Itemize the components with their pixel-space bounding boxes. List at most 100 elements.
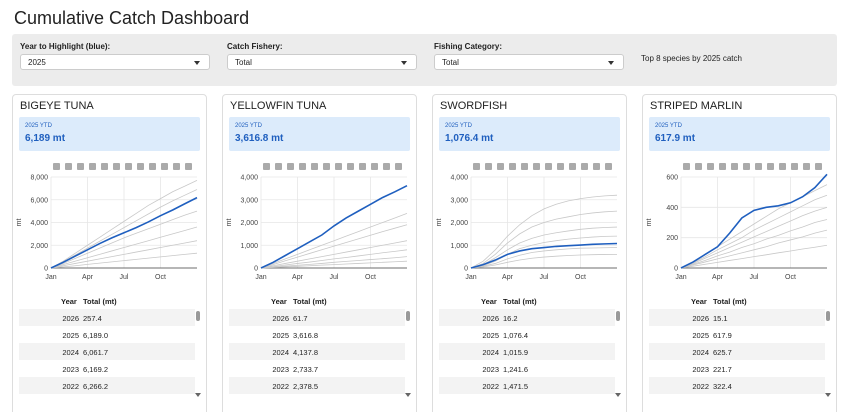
table-cell: 2022 <box>62 382 79 391</box>
y-tick-label: 0 <box>44 266 48 273</box>
modebar-button[interactable] <box>359 163 366 170</box>
table-cell: 6,061.7 <box>83 348 109 357</box>
species-panel: YELLOWFIN TUNA 2025 YTD 3,616.8 mt 0 1,000 2,… <box>222 94 417 412</box>
x-tick-label: Jan <box>45 274 56 281</box>
modebar-button[interactable] <box>533 163 540 170</box>
table-row: 2024 625.7 <box>649 343 825 360</box>
y-tick-label: 4,000 <box>450 175 468 182</box>
table-header: Total (mt) <box>83 297 117 306</box>
modebar-button[interactable] <box>311 163 318 170</box>
modebar-button[interactable] <box>485 163 492 170</box>
table-header: Total (mt) <box>713 297 747 306</box>
y-tick-label: 8,000 <box>30 175 48 182</box>
x-tick-label: Apr <box>712 274 724 281</box>
modebar-button[interactable] <box>605 163 612 170</box>
table-cell: 625.7 <box>713 348 732 357</box>
select[interactable]: Total <box>434 54 624 70</box>
table-cell: 2026 <box>482 314 499 323</box>
series-line <box>50 210 198 269</box>
table-cell: 2024 <box>692 348 709 357</box>
series-line <box>680 219 828 269</box>
modebar <box>473 157 623 170</box>
modebar-button[interactable] <box>101 163 108 170</box>
ytd-box: 2025 YTD 6,189 mt <box>19 117 200 151</box>
table-cell: 6,169.2 <box>83 365 109 374</box>
modebar-button[interactable] <box>53 163 60 170</box>
modebar-button[interactable] <box>383 163 390 170</box>
modebar-button[interactable] <box>137 163 144 170</box>
series-line <box>50 226 198 269</box>
series-line <box>260 240 408 269</box>
modebar-button[interactable] <box>803 163 810 170</box>
y-tick-label: 600 <box>666 175 678 182</box>
y-tick-label: 0 <box>254 266 258 273</box>
modebar-button[interactable] <box>263 163 270 170</box>
y-tick-label: 2,000 <box>450 220 468 227</box>
modebar-button[interactable] <box>683 163 690 170</box>
modebar-button[interactable] <box>299 163 306 170</box>
chart: 0 2,000 4,000 6,000 8,000 Jan Apr Jul Oct mt <box>16 175 198 281</box>
scrollbar[interactable] <box>825 309 831 399</box>
modebar-button[interactable] <box>581 163 588 170</box>
select[interactable]: Total <box>227 54 417 70</box>
modebar-button[interactable] <box>731 163 738 170</box>
modebar-button[interactable] <box>521 163 528 170</box>
modebar-button[interactable] <box>89 163 96 170</box>
table-cell: 61.7 <box>293 314 308 323</box>
modebar-button[interactable] <box>509 163 516 170</box>
modebar-button[interactable] <box>743 163 750 170</box>
modebar-button[interactable] <box>125 163 132 170</box>
modebar-button[interactable] <box>779 163 786 170</box>
scrollbar[interactable] <box>615 309 621 399</box>
table-cell: 2023 <box>482 365 499 374</box>
modebar-button[interactable] <box>371 163 378 170</box>
modebar-button[interactable] <box>755 163 762 170</box>
modebar-button[interactable] <box>473 163 480 170</box>
modebar-button[interactable] <box>347 163 354 170</box>
table-header: Total (mt) <box>293 297 327 306</box>
modebar-button[interactable] <box>719 163 726 170</box>
table-cell: 221.7 <box>713 365 732 374</box>
table-cell: 2025 <box>482 331 499 340</box>
modebar-button[interactable] <box>707 163 714 170</box>
scrollbar[interactable] <box>405 309 411 399</box>
table-cell: 1,015.9 <box>503 348 529 357</box>
modebar-button[interactable] <box>323 163 330 170</box>
modebar-button[interactable] <box>287 163 294 170</box>
table-row: 2025 6,189.0 <box>19 326 195 343</box>
select[interactable]: 2025 <box>20 54 210 70</box>
modebar-button[interactable] <box>335 163 342 170</box>
modebar-button[interactable] <box>77 163 84 170</box>
series-line <box>50 196 198 269</box>
modebar-button[interactable] <box>767 163 774 170</box>
y-tick-label: 200 <box>666 235 678 242</box>
modebar-button[interactable] <box>593 163 600 170</box>
table-cell: 2022 <box>692 382 709 391</box>
modebar-button[interactable] <box>275 163 282 170</box>
modebar-button[interactable] <box>395 163 402 170</box>
modebar-button[interactable] <box>497 163 504 170</box>
modebar-button[interactable] <box>65 163 72 170</box>
modebar-button[interactable] <box>569 163 576 170</box>
y-tick-label: 3,000 <box>450 197 468 204</box>
ytd-label: 2025 YTD <box>25 123 52 129</box>
table-cell: 2025 <box>62 331 79 340</box>
table-header: Year <box>481 297 497 306</box>
table-cell: 2023 <box>272 365 289 374</box>
modebar-button[interactable] <box>161 163 168 170</box>
modebar-button[interactable] <box>149 163 156 170</box>
note: Top 8 species by 2025 catch <box>641 54 742 63</box>
table-row: 2023 2,733.7 <box>229 360 405 377</box>
modebar-button[interactable] <box>173 163 180 170</box>
modebar-button[interactable] <box>545 163 552 170</box>
series-line <box>50 189 198 269</box>
modebar-button[interactable] <box>557 163 564 170</box>
modebar-button[interactable] <box>815 163 822 170</box>
scrollbar[interactable] <box>195 309 201 399</box>
controls-bar: Year to Highlight (blue): 2025 Catch Fis… <box>12 34 837 86</box>
modebar-button[interactable] <box>113 163 120 170</box>
modebar-button[interactable] <box>185 163 192 170</box>
modebar-button[interactable] <box>791 163 798 170</box>
modebar-button[interactable] <box>695 163 702 170</box>
table-cell: 2026 <box>692 314 709 323</box>
